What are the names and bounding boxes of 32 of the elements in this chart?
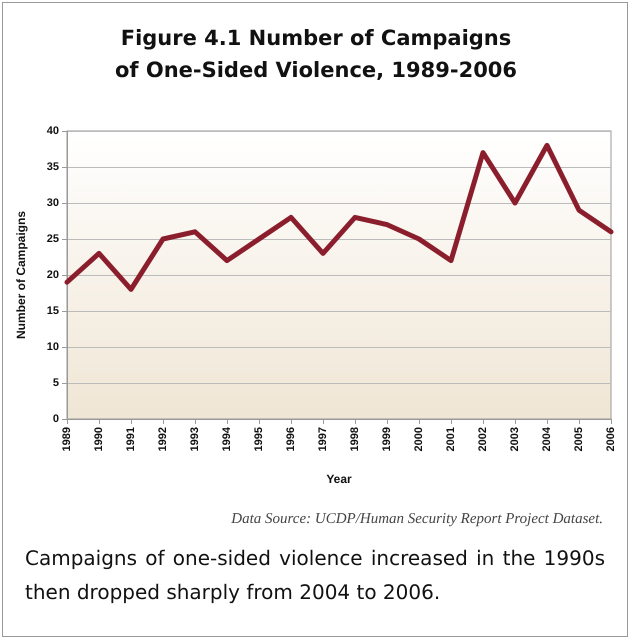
y-tick-label: 0 [52, 413, 59, 425]
x-tick-label: 2005 [573, 427, 585, 452]
x-axis-title: Year [326, 472, 352, 486]
x-tick-label: 1992 [157, 427, 169, 452]
y-axis-title: Number of Campaigns [14, 210, 28, 340]
x-tick-label: 1990 [93, 427, 105, 452]
source-note: Data Source: UCDP/Human Security Report Project Dataset. [231, 511, 603, 528]
y-tick-label: 15 [46, 305, 59, 317]
text: Campaigns of one-sided violence increased in the 1990s then dropped sharply from 2004 to 2006. [25, 545, 605, 606]
x-tick-label: 1991 [125, 427, 137, 452]
y-tick-label: 5 [52, 377, 59, 389]
x-tick-label: 1993 [189, 427, 201, 452]
x-tick-label: 1999 [381, 427, 393, 452]
x-tick-label: 1994 [221, 426, 233, 452]
x-tick-label: 2001 [445, 427, 457, 452]
x-tick-label: 1996 [285, 427, 297, 452]
y-tick-label: 35 [46, 161, 59, 173]
y-tick-label: 25 [46, 233, 59, 245]
x-tick-label: 1995 [253, 427, 265, 452]
x-tick-label: 2004 [541, 426, 553, 452]
x-tick-label: 2002 [477, 427, 489, 452]
x-tick-label: 1997 [317, 427, 329, 452]
y-tick-label: 40 [46, 125, 59, 137]
x-tick-label: 2003 [509, 427, 521, 452]
x-tick-label: 1998 [349, 427, 361, 452]
x-tick-label: 2000 [413, 427, 425, 452]
y-tick-label: 20 [46, 269, 59, 281]
chart-title: Figure 4.1 Number of Campaigns of One-Sided Violence, 1989-2006 [114, 26, 518, 82]
x-tick-label: 2006 [605, 427, 617, 452]
y-tick-label: 10 [46, 341, 59, 353]
y-tick-label: 30 [46, 197, 59, 209]
x-tick-label: 1989 [61, 427, 73, 452]
